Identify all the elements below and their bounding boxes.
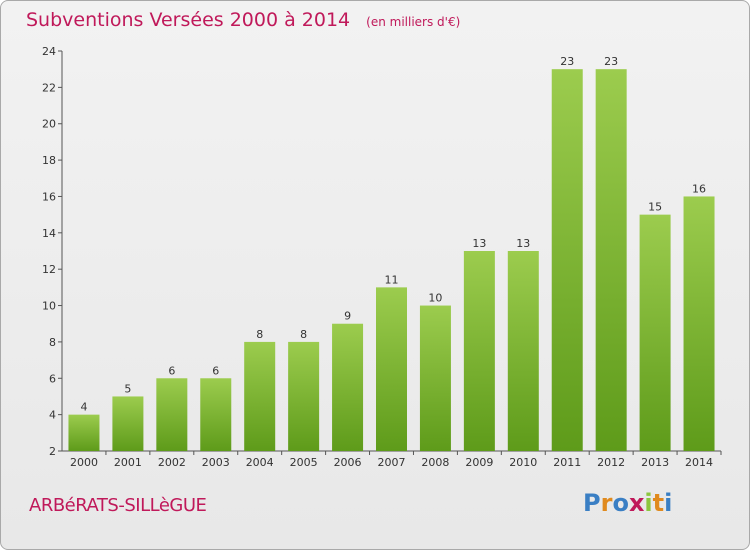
y-tick-label: 24 <box>42 45 56 58</box>
logo-letter: r <box>600 489 613 517</box>
y-tick-label: 22 <box>42 81 56 94</box>
labels: 4 2000 5 2001 6 2002 6 2003 8 2004 8 2005 9 2006 11 200… <box>70 55 713 469</box>
x-tick-label: 2006 <box>334 456 362 469</box>
y-tick-label: 18 <box>42 154 56 167</box>
x-tick-label: 2011 <box>553 456 581 469</box>
proxiti-logo: Proxiti <box>583 489 672 517</box>
bar-value-label: 11 <box>385 273 399 286</box>
location-name: ARBéRATS-SILLèGUE <box>29 495 207 516</box>
y-tick-label: 2 <box>49 445 56 458</box>
x-tick-label: 2001 <box>114 456 142 469</box>
bar-value-label: 8 <box>300 328 307 341</box>
bar-2004 <box>244 341 276 451</box>
bar-value-label: 13 <box>516 237 530 250</box>
bar-value-label: 5 <box>124 382 131 395</box>
x-tick-label: 2004 <box>246 456 274 469</box>
x-tick-label: 2012 <box>597 456 625 469</box>
y-tick-label: 4 <box>49 409 56 422</box>
bar-value-label: 4 <box>80 401 87 414</box>
logo-letter: o <box>612 489 629 517</box>
title-row: Subventions Versées 2000 à 2014 (en mill… <box>26 9 460 31</box>
x-tick-label: 2009 <box>465 456 493 469</box>
y-tick-label: 10 <box>42 300 56 313</box>
logo-letter: i <box>644 489 653 517</box>
bar-2003 <box>200 378 232 451</box>
y-tick-label: 20 <box>42 118 56 131</box>
y-tick-label: 6 <box>49 372 56 385</box>
bar-2006 <box>332 323 364 451</box>
bar-2002 <box>156 378 188 451</box>
bar-2009 <box>463 251 495 451</box>
x-tick-label: 2008 <box>421 456 449 469</box>
y-tick-label: 14 <box>42 227 56 240</box>
bars <box>68 69 715 451</box>
bar-value-label: 10 <box>428 292 442 305</box>
bar-value-label: 6 <box>212 364 219 377</box>
bar-value-label: 6 <box>168 364 175 377</box>
chart-title: Subventions Versées 2000 à 2014 <box>26 9 351 31</box>
bar-2013 <box>639 214 671 451</box>
bar-value-label: 9 <box>344 310 351 323</box>
bar-value-label: 15 <box>648 201 662 214</box>
bar-value-label: 13 <box>472 237 486 250</box>
x-tick-label: 2013 <box>641 456 669 469</box>
bar-2012 <box>595 69 627 451</box>
x-tick-label: 2000 <box>70 456 98 469</box>
bar-2005 <box>288 341 320 451</box>
y-tick-label: 12 <box>42 263 56 276</box>
bar-value-label: 8 <box>256 328 263 341</box>
bar-2014 <box>683 196 715 451</box>
x-tick-label: 2005 <box>290 456 318 469</box>
x-tick-label: 2002 <box>158 456 186 469</box>
bar-2001 <box>112 396 144 451</box>
logo-letter: P <box>583 489 601 517</box>
x-tick-label: 2010 <box>509 456 537 469</box>
bar-2008 <box>419 305 451 451</box>
x-tick-label: 2014 <box>685 456 713 469</box>
bar-value-label: 23 <box>560 55 574 68</box>
y-tick-label: 16 <box>42 190 56 203</box>
bar-2000 <box>68 414 100 451</box>
y-tick-label: 8 <box>49 336 56 349</box>
bar-value-label: 23 <box>604 55 618 68</box>
bar-2007 <box>376 287 407 451</box>
logo-letter: x <box>628 489 645 517</box>
bar-2011 <box>551 69 583 451</box>
logo-letter: t <box>652 489 665 517</box>
chart-unit: (en milliers d'€) <box>366 15 461 29</box>
bar-2010 <box>507 251 539 451</box>
x-tick-label: 2003 <box>202 456 230 469</box>
bar-value-label: 16 <box>692 182 706 195</box>
logo-letter: i <box>664 489 673 517</box>
x-tick-label: 2007 <box>378 456 406 469</box>
